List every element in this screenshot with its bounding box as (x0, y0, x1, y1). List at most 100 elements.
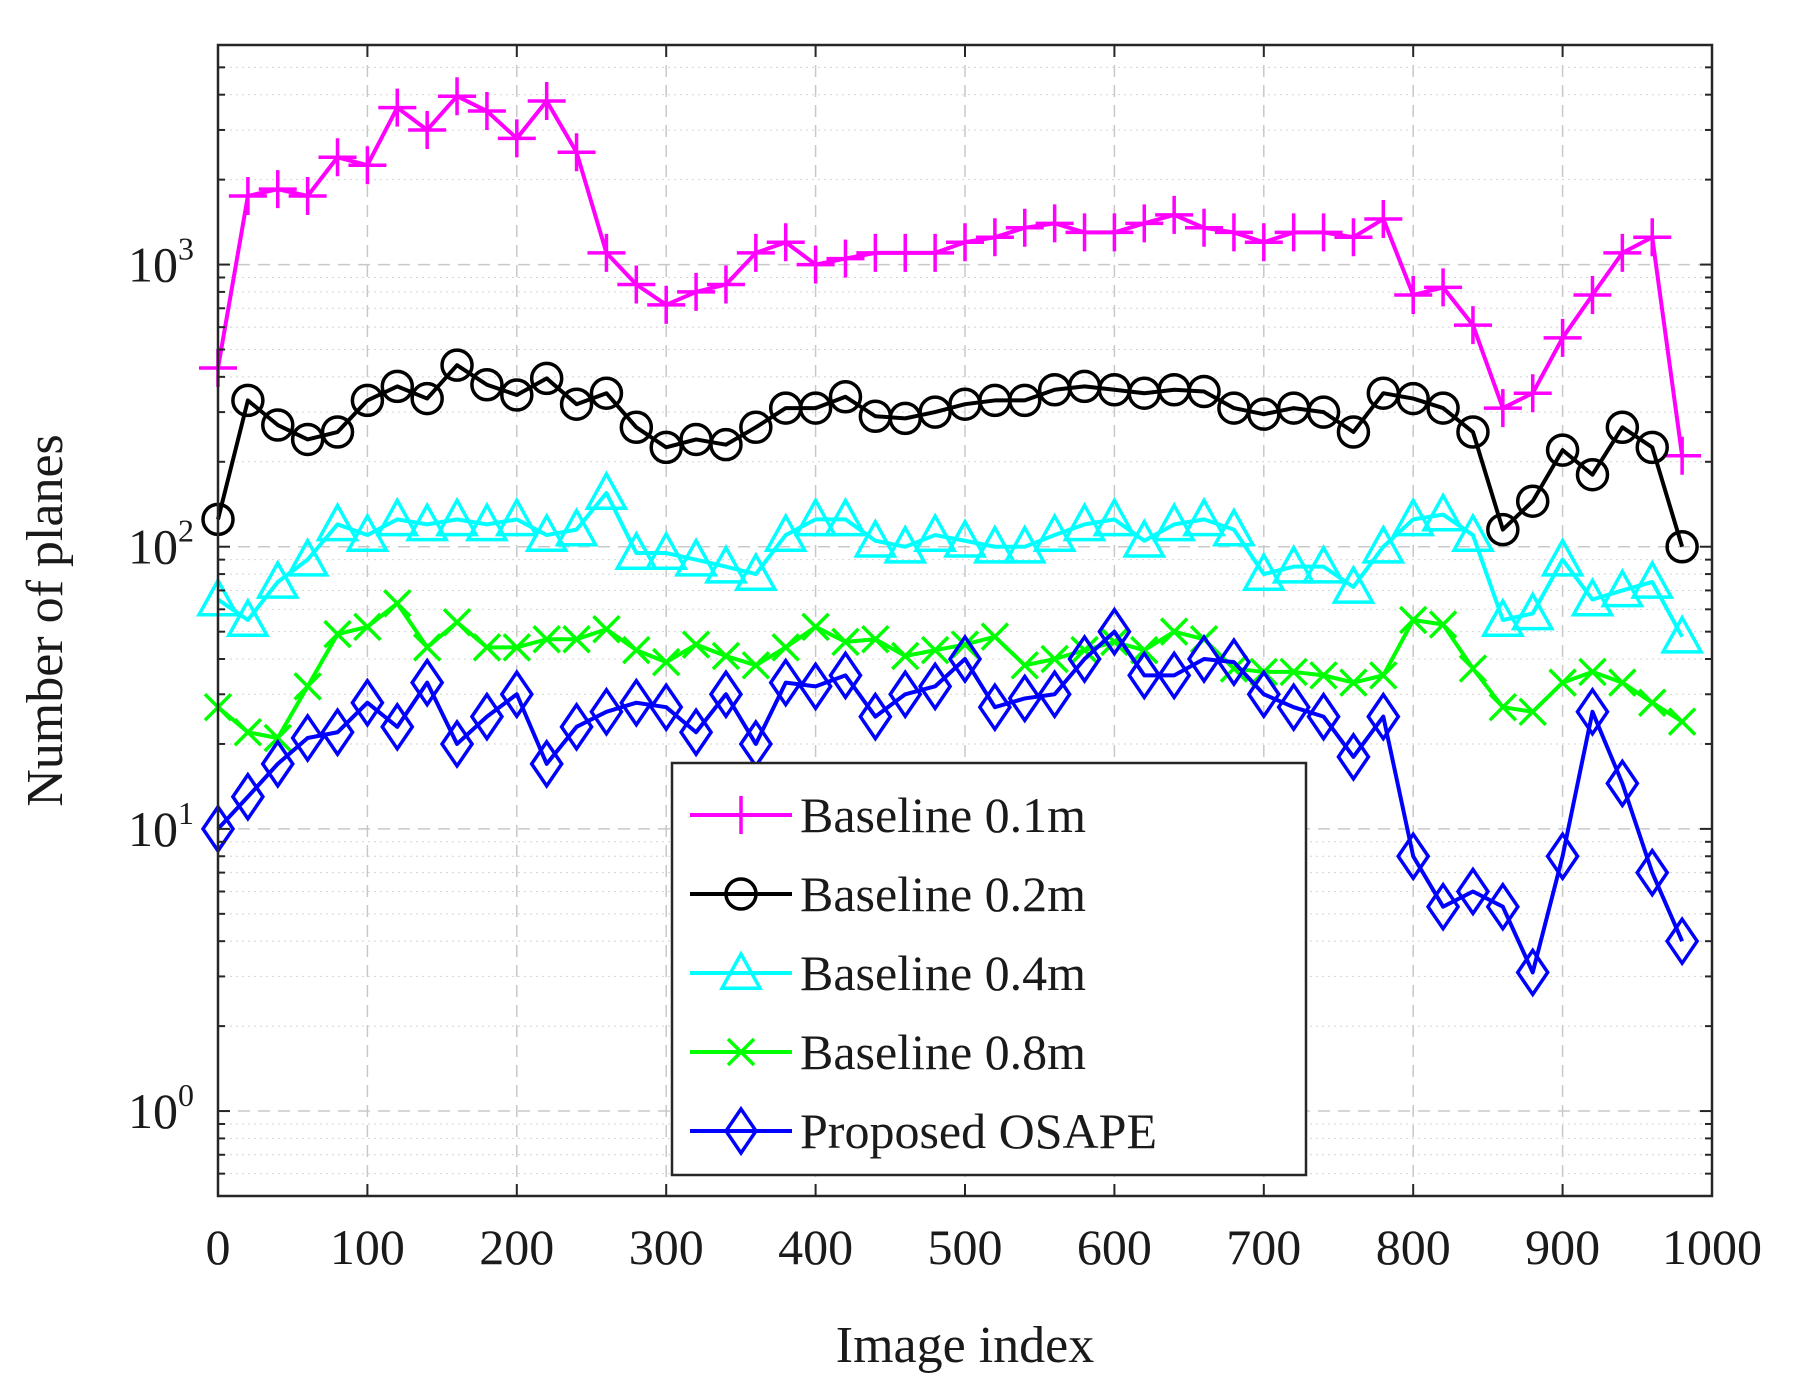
data-point (1306, 395, 1341, 429)
data-point (350, 383, 385, 418)
data-point (258, 170, 297, 209)
data-point (348, 146, 387, 185)
data-point (1515, 484, 1550, 518)
data-point (913, 512, 958, 553)
data-point (1545, 433, 1580, 467)
data-point (1667, 707, 1697, 736)
data-point (1600, 567, 1645, 608)
y-tick-exponent: 1 (178, 795, 194, 831)
data-point (1369, 661, 1398, 690)
data-point (263, 723, 292, 753)
data-point (435, 496, 480, 537)
data-point (587, 233, 626, 272)
data-point (823, 496, 868, 537)
data-point (323, 619, 352, 649)
data-point (741, 651, 771, 680)
series-proposed-osape (200, 606, 1700, 998)
data-point (320, 707, 355, 758)
series-baseline-0-2m (201, 348, 1699, 564)
data-point (739, 410, 773, 445)
legend-item: Baseline 0.1m (690, 787, 1086, 843)
data-point (1518, 697, 1547, 727)
data-point (1570, 576, 1615, 617)
legend-marker (722, 796, 760, 834)
data-point (315, 501, 360, 542)
data-point (1480, 597, 1525, 637)
y-tick-base: 10 (128, 1083, 178, 1139)
data-point (681, 630, 711, 659)
legend-label: Baseline 0.2m (800, 866, 1086, 922)
data-point (972, 524, 1017, 564)
data-point (1241, 551, 1286, 592)
data-point (1361, 524, 1406, 564)
data-point (888, 669, 923, 720)
legend-marker (726, 1037, 756, 1067)
data-point (1008, 383, 1042, 418)
data-point (1339, 668, 1368, 697)
x-tick-label: 400 (778, 1219, 853, 1275)
data-point (828, 650, 863, 701)
data-point (1005, 208, 1044, 247)
data-point (918, 661, 953, 712)
y-tick-label: 100 (128, 1077, 194, 1139)
data-point (793, 496, 838, 537)
data-point (1638, 688, 1667, 717)
data-point (288, 176, 327, 215)
data-point (1605, 758, 1640, 809)
data-point (644, 530, 689, 570)
data-point (677, 272, 716, 311)
data-point (410, 381, 444, 416)
data-point (1635, 847, 1670, 898)
data-point (1334, 218, 1373, 257)
data-point (1152, 501, 1197, 542)
data-point (1002, 524, 1047, 564)
y-tick-base: 10 (128, 519, 178, 575)
data-point (1540, 537, 1585, 577)
data-point (529, 738, 564, 789)
data-point (1424, 268, 1463, 307)
data-point (708, 669, 744, 720)
data-point (1097, 606, 1132, 657)
data-point (378, 88, 417, 127)
data-point (532, 625, 561, 654)
data-point (1185, 208, 1224, 247)
series-baseline-0-8m (203, 589, 1697, 753)
data-point (255, 559, 300, 599)
data-point (1304, 213, 1343, 252)
axis-ticks: 0 100 200 300 400 500 600 700 800 900 100010010110… (128, 44, 1762, 1275)
data-point (1032, 512, 1077, 553)
data-point (1100, 627, 1129, 657)
legend: Baseline 0.1m Baseline 0.2m Baseline 0.4m B… (670, 761, 1308, 1177)
data-point (529, 361, 564, 396)
data-point (225, 597, 270, 637)
data-point (858, 691, 893, 742)
legend-item: Baseline 0.8m (690, 1024, 1086, 1080)
data-point (617, 265, 656, 304)
y-tick-exponent: 3 (178, 231, 194, 267)
data-point (1575, 686, 1610, 737)
data-point (1070, 635, 1099, 665)
data-point (674, 537, 719, 577)
data-point (260, 738, 295, 789)
series-baseline-0-4m (196, 470, 1705, 654)
data-point (1450, 512, 1495, 553)
data-point (1510, 590, 1555, 631)
data-point (228, 176, 267, 215)
data-point (499, 669, 534, 720)
data-point (1660, 614, 1705, 654)
data-point (1486, 512, 1520, 547)
legend-label: Baseline 0.1m (800, 787, 1086, 843)
data-point (353, 612, 382, 642)
x-tick-label: 700 (1226, 1219, 1301, 1275)
data-point (975, 218, 1014, 257)
data-point (1159, 617, 1189, 646)
data-point (589, 686, 624, 737)
data-point (1483, 389, 1522, 428)
x-tick-label: 900 (1525, 1219, 1600, 1275)
data-point (1214, 213, 1253, 252)
data-point (497, 119, 536, 158)
data-point (1603, 233, 1642, 272)
data-point (1543, 318, 1582, 357)
data-point (285, 537, 330, 577)
data-point (1545, 831, 1580, 882)
